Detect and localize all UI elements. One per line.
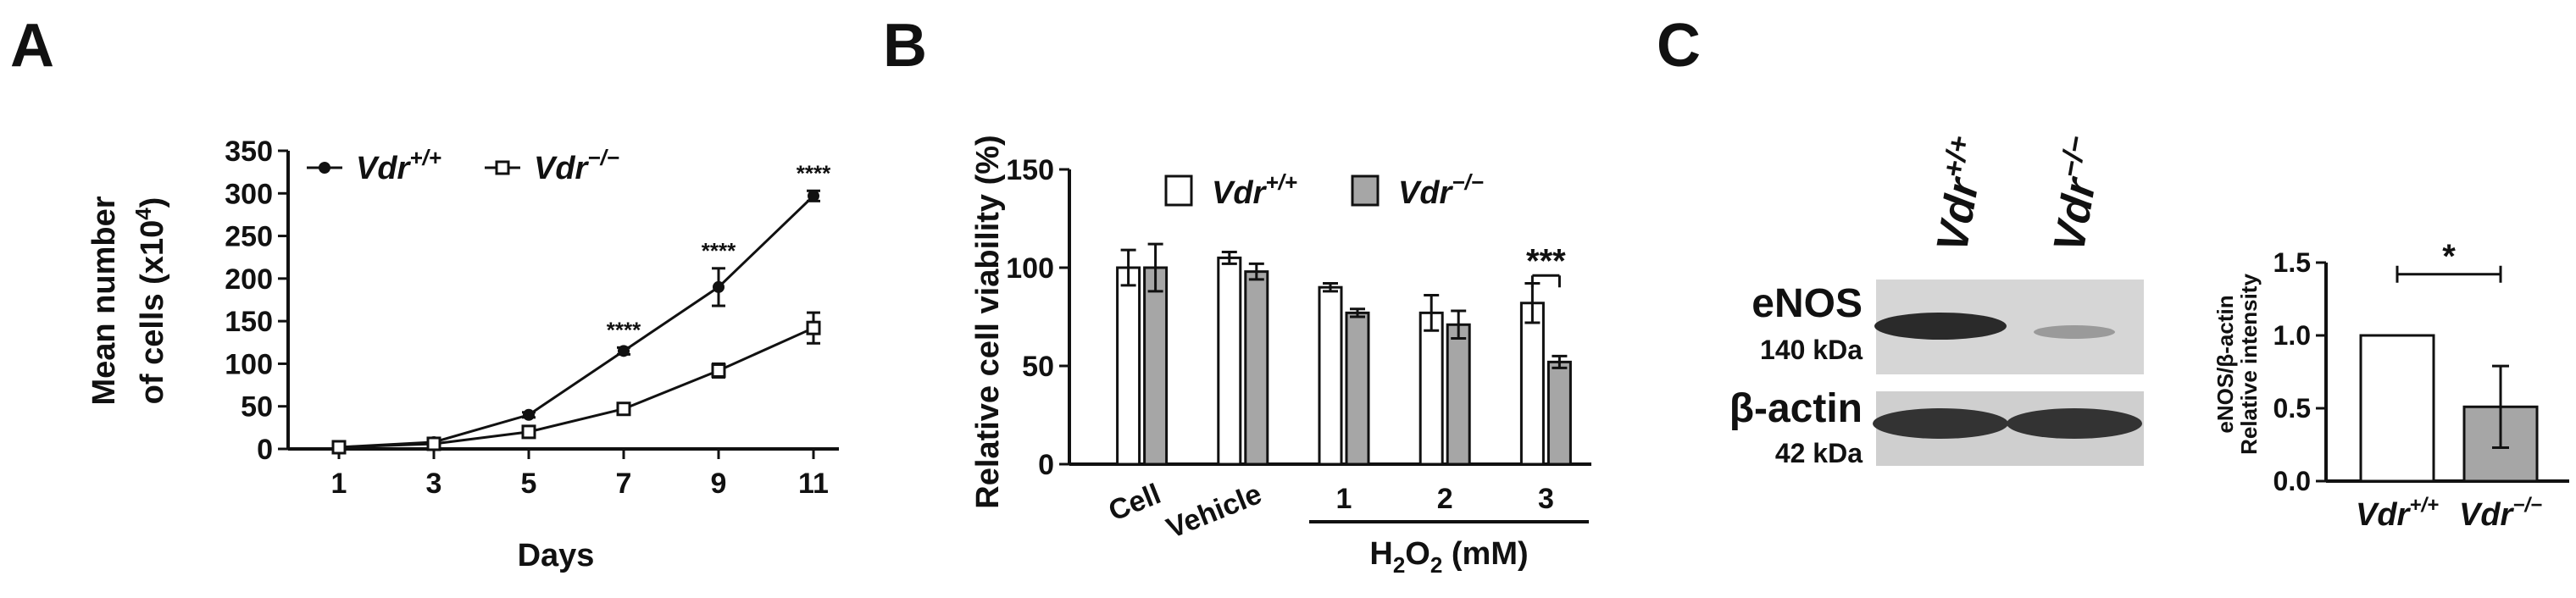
a-point-ko (331, 440, 347, 455)
a-ytick-label: 150 (225, 306, 273, 338)
a-xtick-label: 5 (521, 468, 537, 500)
panel-a-letter: A (10, 12, 54, 80)
a-xtick-label: 1 (331, 468, 347, 500)
a-ytick-label: 300 (225, 178, 273, 210)
legend-ko-label: Vdr−/− (534, 145, 619, 186)
legend-b-wt-swatch (1164, 174, 1193, 207)
panel-a-line-chart: 0 50 100 150 200 250 300 350 1 3 5 7 9 11 **** **** **** (225, 136, 839, 500)
panel-b-letter: B (883, 12, 927, 80)
b-category-label: 3 (1538, 483, 1554, 515)
b-bar-wt (1116, 266, 1141, 466)
panel-c-ylabel-line1: eNOS/β-actin (2212, 295, 2238, 433)
a-ytick-label: 0 (257, 434, 273, 466)
a-significance: **** (607, 317, 641, 342)
b-bar-wt (1318, 285, 1343, 466)
b-ytick-label: 100 (1006, 252, 1054, 285)
a-ytick-label: 200 (225, 263, 273, 296)
c-category-label: Vdr+/+ (2356, 494, 2439, 533)
c-ytick-label: 1.0 (2273, 320, 2311, 351)
b-ytick-label: 0 (1038, 449, 1054, 481)
legend-b-ko-swatch (1351, 174, 1380, 207)
a-significance: **** (797, 160, 831, 185)
panel-b-ylabel: Relative cell viability (%) (970, 135, 1006, 508)
panel-c-ylabel-line2: Relative intensity (2236, 274, 2262, 455)
a-point-wt (523, 408, 535, 421)
blot-enos-band-wt (1874, 313, 2007, 340)
b-category-label: 2 (1437, 483, 1453, 515)
a-point-ko (521, 424, 536, 440)
legend-wt-label: Vdr+/+ (356, 145, 441, 186)
a-point-ko (616, 401, 631, 417)
a-ytick-label: 100 (225, 348, 273, 380)
b-bar-ko (1244, 270, 1269, 466)
c-bar-wt (2359, 334, 2435, 483)
a-point-wt (618, 345, 630, 357)
panel-a-ylabel-line1: Mean number (86, 196, 122, 405)
a-point-ko (426, 436, 441, 451)
a-series-wt-line (338, 195, 815, 449)
western-blot-image (1873, 280, 2144, 466)
c-category-label: Vdr−/− (2459, 494, 2542, 533)
c-ytick-label: 0.5 (2273, 393, 2311, 424)
a-ytick-label: 250 (225, 221, 273, 253)
b-bar-wt (1217, 256, 1242, 466)
blot-actin-band-wt (1873, 408, 2008, 439)
c-ytick-label: 1.5 (2273, 247, 2311, 278)
legend-b-wt-label: Vdr+/+ (1212, 169, 1297, 211)
a-ytick-label: 50 (241, 391, 273, 424)
b-bar-ko (1143, 266, 1169, 466)
panel-a-ylabel-line2: of cells (x104) (130, 197, 170, 405)
b-bar-ko (1446, 323, 1471, 466)
a-point-wt (713, 280, 724, 293)
c-ytick-label: 0.0 (2273, 466, 2311, 496)
a-series-ko-line (338, 326, 814, 449)
legend-wt-marker (319, 162, 330, 174)
blot-row-actin-name: β-actin (1729, 386, 1863, 431)
blot-actin-band-ko (2007, 408, 2142, 439)
b-bar-wt (1519, 302, 1545, 466)
a-xtick-label: 11 (798, 468, 829, 500)
a-xtick-label: 7 (616, 468, 632, 500)
blot-row-actin-kda: 42 kDa (1775, 438, 1863, 468)
panel-c-bar-chart: 0.0 0.5 1.0 1.5 Vdr+/+ Vdr−/− * (2273, 238, 2569, 533)
b-category-label: Vehicle (1162, 478, 1266, 545)
panel-b-legend: Vdr+/+ Vdr−/− (1164, 169, 1484, 211)
a-significance: **** (702, 238, 736, 263)
legend-ko-marker (495, 160, 510, 175)
b-ytick-label: 50 (1022, 351, 1054, 383)
b-significance: *** (1526, 242, 1566, 280)
panel-a-legend: Vdr+/+ Vdr−/− (307, 145, 619, 186)
blot-col-ko-label: Vdr−/− (2041, 133, 2113, 256)
panel-a-xlabel: Days (518, 538, 595, 573)
c-significance: * (2442, 238, 2456, 275)
legend-b-ko-label: Vdr−/− (1398, 169, 1484, 211)
a-point-wt (808, 190, 819, 202)
b-category-label: 1 (1336, 483, 1352, 515)
panel-b-h2o2-label: H2O2 (mM) (1369, 536, 1528, 578)
b-bar-ko (1345, 311, 1370, 466)
a-xtick-label: 3 (426, 468, 442, 500)
b-category-label: Cell (1104, 478, 1165, 528)
blot-row-enos-name: eNOS (1752, 281, 1863, 326)
b-bar-wt (1418, 311, 1444, 466)
panel-c-letter: C (1657, 12, 1701, 80)
a-ytick-label: 350 (225, 136, 273, 168)
blot-col-wt-label: Vdr+/+ (1924, 133, 1996, 256)
a-xtick-label: 9 (711, 468, 727, 500)
blot-enos-band-ko (2034, 325, 2115, 339)
b-bar-ko (1546, 360, 1572, 466)
b-ytick-label: 150 (1006, 154, 1054, 186)
a-point-ko (711, 363, 726, 378)
a-point-ko (806, 320, 821, 335)
blot-row-enos-kda: 140 kDa (1760, 335, 1863, 365)
